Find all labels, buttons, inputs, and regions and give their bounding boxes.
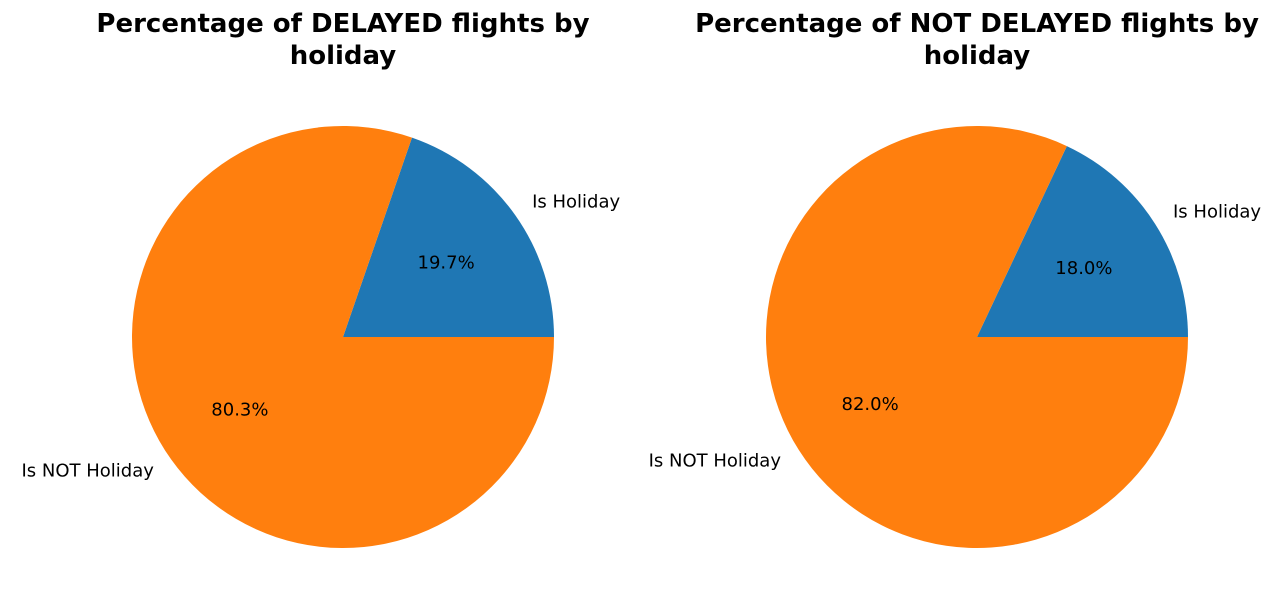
chart-title-line-2: holiday xyxy=(290,41,397,71)
slice-category-label: Is Holiday xyxy=(532,191,620,212)
slice-category-label: Is Holiday xyxy=(1173,202,1261,223)
chart-title-line-1: Percentage of DELAYED flights by xyxy=(96,9,589,39)
pie-slice-is-not-holiday xyxy=(766,125,1188,548)
pie-slices xyxy=(132,125,554,548)
pie-labels: Is Holiday 19.7% Is NOT Holiday 80.3% xyxy=(21,191,620,481)
slice-percentage-label: 19.7% xyxy=(418,253,475,274)
chart-title-line-1: Percentage of NOT DELAYED flights by xyxy=(695,9,1259,39)
slice-category-label: Is NOT Holiday xyxy=(21,461,154,482)
pie-chart-not-delayed: Percentage of NOT DELAYED flights by hol… xyxy=(649,9,1262,548)
pie-slice-is-holiday xyxy=(977,146,1188,337)
pie-chart-delayed: Percentage of DELAYED flights by holiday… xyxy=(21,9,621,548)
chart-title-line-2: holiday xyxy=(924,41,1031,71)
slice-percentage-label: 82.0% xyxy=(842,394,899,415)
pie-slice-is-not-holiday xyxy=(132,125,554,548)
slice-percentage-label: 18.0% xyxy=(1055,258,1112,279)
slice-percentage-label: 80.3% xyxy=(211,399,268,420)
slice-category-label: Is NOT Holiday xyxy=(649,450,782,471)
pie-labels: Is Holiday 18.0% Is NOT Holiday 82.0% xyxy=(649,202,1262,472)
pie-slices xyxy=(766,125,1188,548)
pie-slice-is-holiday xyxy=(343,137,554,337)
